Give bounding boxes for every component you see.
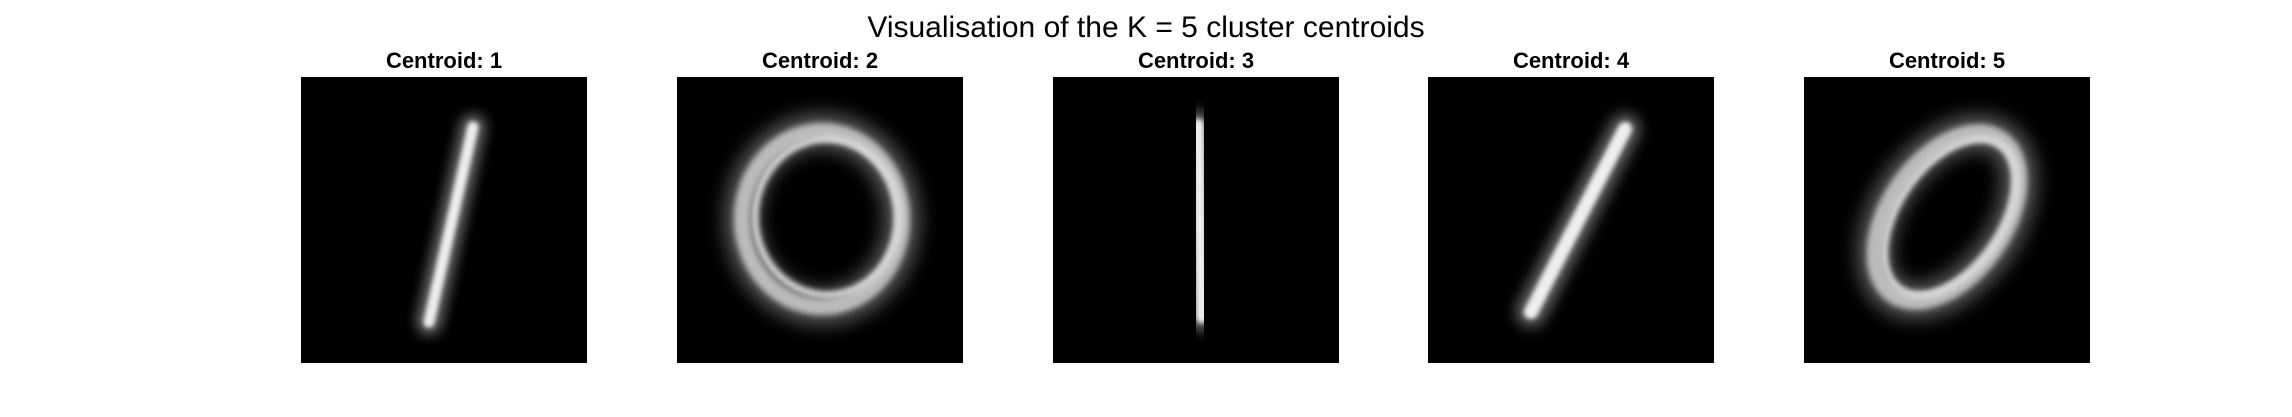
centroid-image-5 <box>1804 77 2090 363</box>
figure-title: Visualisation of the K = 5 cluster centr… <box>867 11 1425 44</box>
centroid-panel-5: Centroid: 5 <box>1804 48 2090 363</box>
centroid-image-1 <box>301 77 587 363</box>
centroid-title-1: Centroid: 1 <box>385 48 503 73</box>
centroid-panel-1: Centroid: 1 <box>301 48 587 363</box>
centroid-image-4 <box>1428 77 1714 363</box>
centroid-title-4: Centroid: 4 <box>1512 48 1630 73</box>
centroid-title-2: Centroid: 2 <box>761 48 879 73</box>
centroid-panel-4: Centroid: 4 <box>1428 48 1714 363</box>
centroid-image-2 <box>677 77 963 363</box>
centroid-panel-3: Centroid: 3 <box>1053 48 1339 363</box>
centroid-image-3 <box>1053 77 1339 363</box>
centroid-title-3: Centroid: 3 <box>1137 48 1255 73</box>
centroid-title-5: Centroid: 5 <box>1888 48 2006 73</box>
centroid-panel-2: Centroid: 2 <box>677 48 963 363</box>
